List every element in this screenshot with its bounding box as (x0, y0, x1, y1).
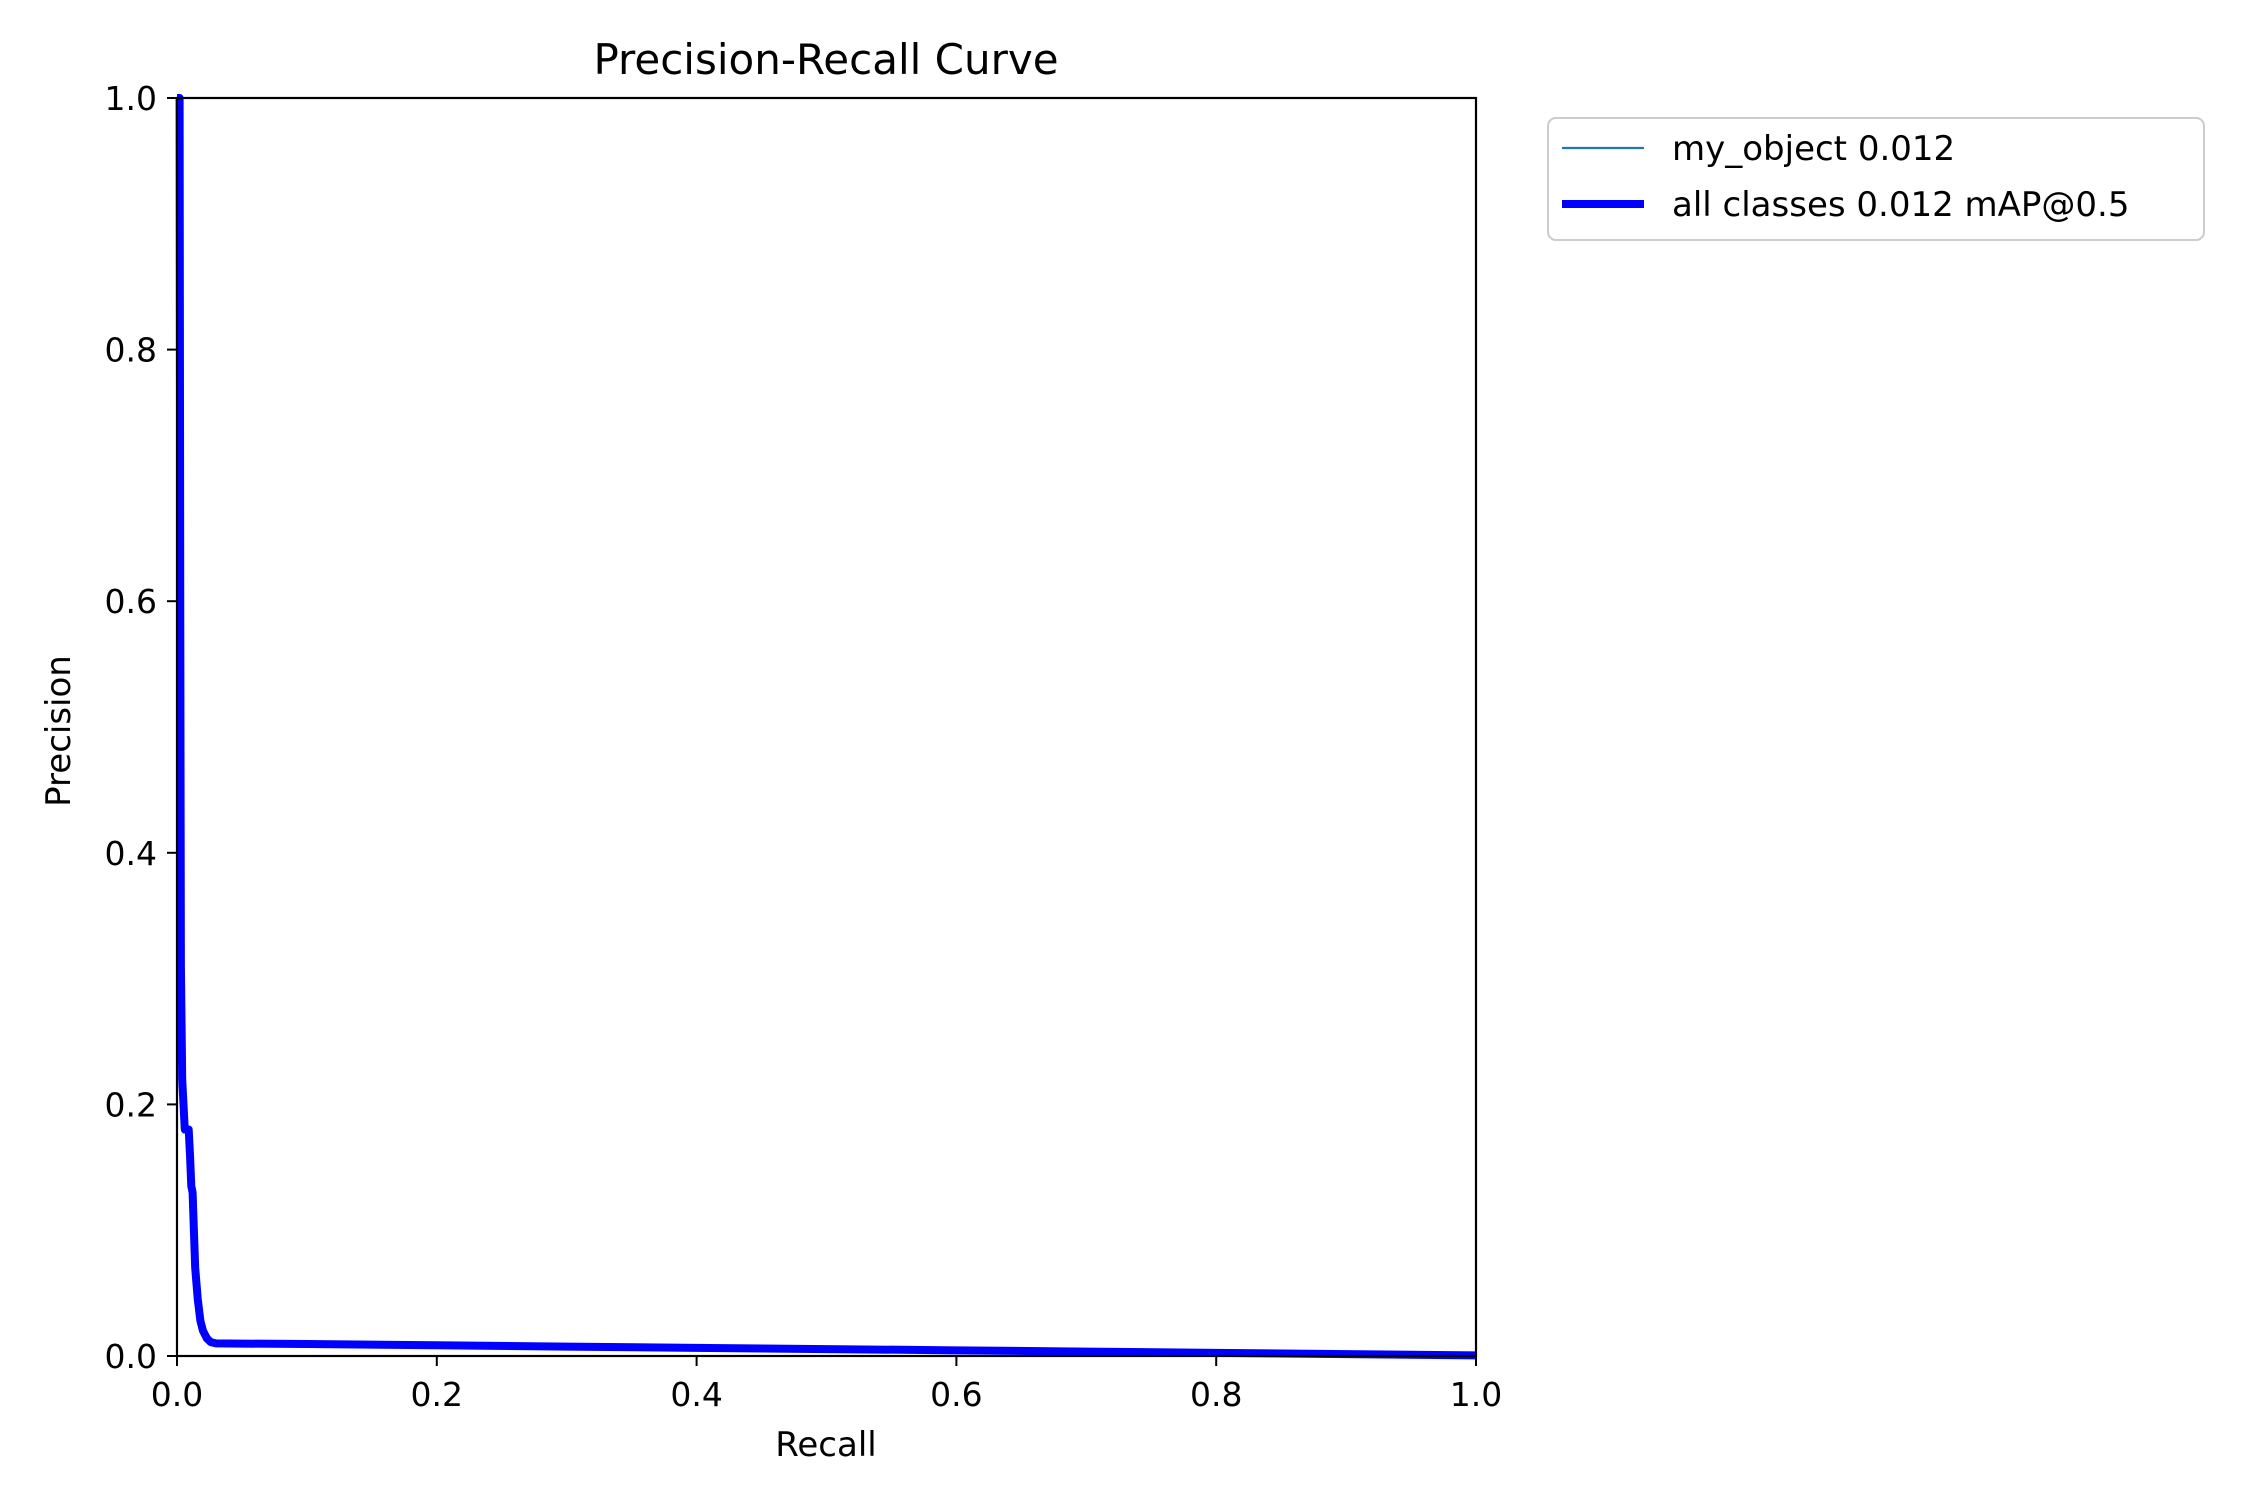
x-tick-label: 0.2 (411, 1375, 463, 1414)
x-axis-ticks: 0.0 0.2 0.4 0.6 0.8 1.0 (151, 1356, 1502, 1414)
y-tick-label: 0.0 (105, 1337, 157, 1376)
legend-box (1547, 117, 2205, 241)
series-line-1 (175, 94, 1477, 1360)
y-tick-label: 0.6 (105, 582, 157, 621)
x-tick-label: 0.6 (930, 1375, 982, 1414)
legend: my_object 0.012 all classes 0.012 mAP@0.5 (1547, 117, 2205, 241)
legend-entries: my_object 0.012 all classes 0.012 mAP@0.5 (1562, 129, 2129, 225)
chart-title: Precision-Recall Curve (593, 35, 1058, 84)
plot-background (177, 98, 1476, 1356)
legend-label-1: all classes 0.012 mAP@0.5 (1672, 185, 2129, 225)
x-tick-label: 1.0 (1450, 1375, 1502, 1414)
y-tick-label: 0.4 (105, 834, 157, 873)
x-axis-label: Recall (775, 1425, 876, 1465)
y-tick-label: 0.8 (105, 331, 157, 370)
y-axis-label: Precision (39, 655, 79, 807)
x-tick-label: 0.0 (151, 1375, 203, 1414)
legend-label-0: my_object 0.012 (1672, 129, 1955, 169)
series-layer (175, 94, 1477, 1360)
x-tick-label: 0.4 (670, 1375, 722, 1414)
plot-frame (175, 96, 1478, 1358)
x-tick-label: 0.8 (1190, 1375, 1242, 1414)
y-tick-label: 1.0 (105, 79, 157, 118)
plot-area (175, 94, 1478, 1360)
y-axis-ticks: 0.0 0.2 0.4 0.6 0.8 1.0 (105, 79, 177, 1376)
y-tick-label: 0.2 (105, 1085, 157, 1124)
